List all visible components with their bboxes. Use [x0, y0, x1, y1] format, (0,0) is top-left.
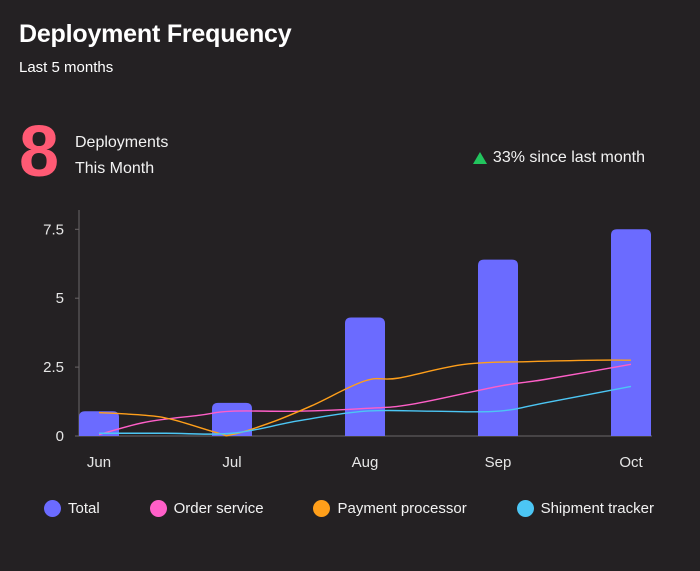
legend-item-shipment-tracker[interactable]: Shipment tracker: [516, 500, 654, 517]
legend-swatch: [44, 500, 61, 517]
legend-label: Total: [68, 500, 100, 517]
chart-legend: Total Order service Payment processor Shipm…: [44, 500, 654, 517]
triangle-up-icon: [472, 152, 487, 164]
bar-total: [79, 411, 119, 436]
bar-total: [611, 229, 651, 436]
legend-item-order-service[interactable]: Order service: [149, 500, 264, 517]
legend-label: Payment processor: [337, 500, 467, 517]
x-tick-label: Aug: [352, 454, 379, 471]
line-payment-processor: [98, 359, 632, 437]
kpi-label-line1: Deployments: [75, 134, 169, 151]
y-tick-label: 7.5: [43, 221, 64, 238]
y-tick-label: 0: [56, 428, 64, 445]
legend-item-total[interactable]: Total: [44, 500, 100, 517]
x-tick-label: Jul: [222, 454, 241, 471]
x-tick-label: Jun: [87, 454, 111, 471]
line-shipment-tracker: [99, 385, 632, 435]
y-tick-label: 5: [56, 290, 64, 307]
change-text: 33% since last month: [492, 149, 645, 166]
page-subtitle: Last 5 months: [19, 59, 114, 76]
legend-swatch: [313, 500, 331, 517]
kpi-value: 8: [19, 112, 60, 192]
x-tick-label: Sep: [485, 454, 512, 471]
legend-label: Shipment tracker: [540, 500, 654, 517]
x-tick-label: Oct: [619, 454, 643, 471]
kpi-label-line2: This Month: [75, 160, 155, 177]
legend-swatch: [149, 500, 167, 517]
y-tick-label: 2.5: [43, 359, 64, 376]
page-title: Deployment Frequency: [19, 20, 292, 48]
line-order-service: [98, 363, 632, 436]
change-indicator: 33% since last month: [472, 149, 645, 167]
legend-swatch: [516, 500, 534, 517]
bar-total: [478, 259, 518, 436]
bar-total: [345, 317, 385, 436]
legend-label: Order service: [173, 500, 264, 517]
deployment-chart: 0 2.5 5 7.5 Jun Jul Aug Sep Oct: [43, 210, 652, 471]
kpi-label: Deployments This Month: [75, 130, 168, 182]
legend-item-payment-processor[interactable]: Payment processor: [313, 500, 467, 517]
